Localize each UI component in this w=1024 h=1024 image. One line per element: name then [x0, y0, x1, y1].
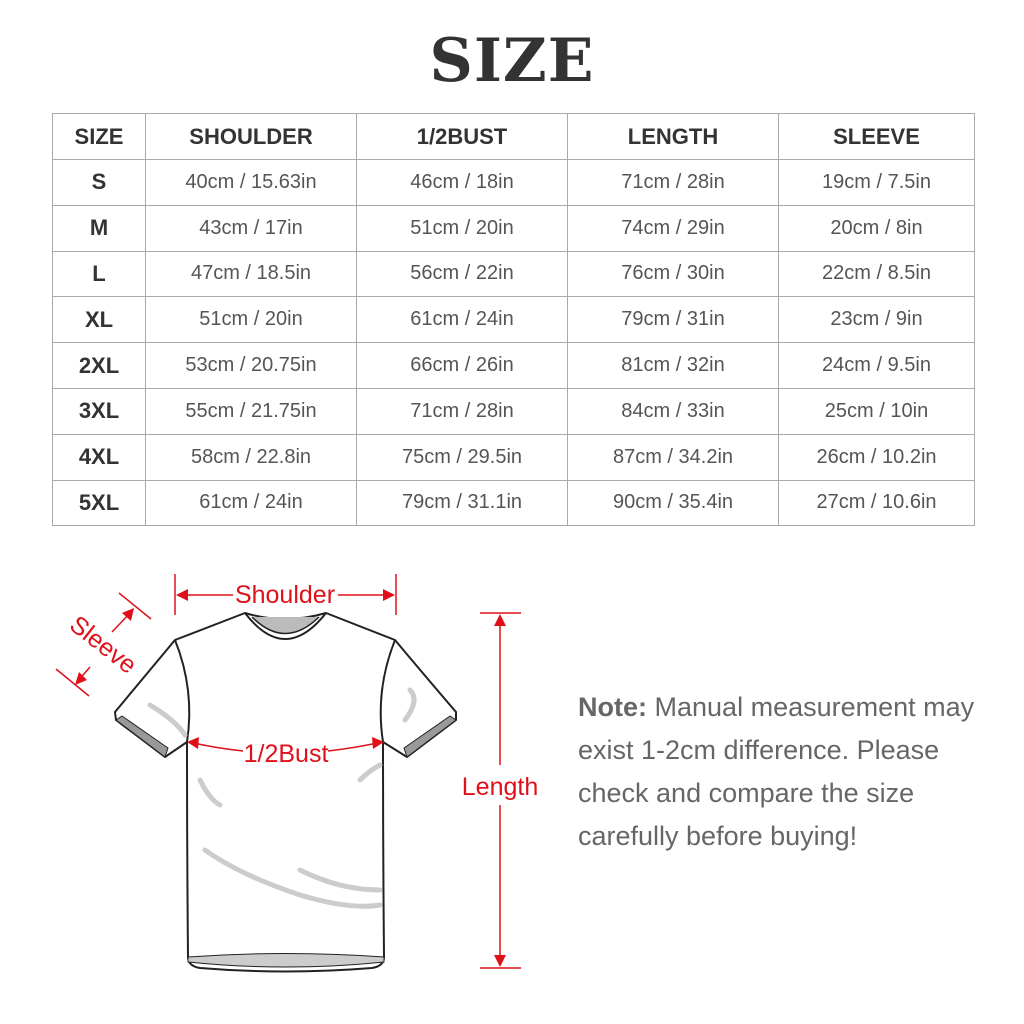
note-label: Note: [578, 692, 647, 722]
measurement-cell: 51cm / 20in [145, 296, 357, 344]
page-title: SIZE [429, 26, 595, 96]
size-cell: XL [52, 296, 146, 344]
measurement-cell: 20cm / 8in [778, 204, 975, 252]
measurement-cell: 22cm / 8.5in [778, 250, 975, 298]
note: Note: Manual measurement may exist 1-2cm… [578, 686, 998, 858]
measurement-cell: 56cm / 22in [356, 250, 568, 298]
table-row: 3XL 55cm / 21.75in 71cm / 28in 84cm / 33in 2… [52, 387, 975, 435]
table-row: 5XL 61cm / 24in 79cm / 31.1in 90cm / 35.4in… [52, 479, 975, 527]
measurement-cell: 71cm / 28in [356, 387, 568, 435]
table-row: 2XL 53cm / 20.75in 66cm / 26in 81cm / 32in 2… [52, 342, 975, 389]
column-header-shoulder: SHOULDER [145, 113, 357, 160]
measurement-cell: 43cm / 17in [145, 204, 357, 252]
measurement-cell: 76cm / 30in [567, 250, 779, 298]
size-cell: 5XL [52, 479, 146, 527]
note-text: Manual measurement may exist 1-2cm diffe… [578, 692, 975, 851]
column-header-1-2bust: 1/2BUST [356, 113, 568, 160]
column-header-sleeve: SLEEVE [778, 113, 975, 160]
measurement-cell: 74cm / 29in [567, 204, 779, 252]
measurement-cell: 61cm / 24in [145, 479, 357, 527]
measurement-cell: 47cm / 18.5in [145, 250, 357, 298]
size-cell: 3XL [52, 387, 146, 435]
measurement-cell: 23cm / 9in [778, 296, 975, 344]
measurement-cell: 90cm / 35.4in [567, 479, 779, 527]
size-table: SIZE SHOULDER 1/2BUST LENGTH SLEEVE S 40cm / … [52, 113, 975, 527]
measurement-cell: 87cm / 34.2in [567, 433, 779, 481]
measurement-cell: 81cm / 32in [567, 342, 779, 389]
length-label: Length [462, 773, 538, 801]
table-row: 4XL 58cm / 22.8in 75cm / 29.5in 87cm / 34.2… [52, 433, 975, 481]
size-cell: S [52, 159, 146, 206]
measurement-cell: 24cm / 9.5in [778, 342, 975, 389]
size-cell: L [52, 250, 146, 298]
measurement-cell: 79cm / 31in [567, 296, 779, 344]
measurement-cell: 66cm / 26in [356, 342, 568, 389]
measurement-cell: 26cm / 10.2in [778, 433, 975, 481]
column-header-length: LENGTH [567, 113, 779, 160]
measurement-cell: 84cm / 33in [567, 387, 779, 435]
table-header-row: SIZE SHOULDER 1/2BUST LENGTH SLEEVE [52, 113, 975, 160]
measurement-cell: 75cm / 29.5in [356, 433, 568, 481]
measurement-cell: 25cm / 10in [778, 387, 975, 435]
measurement-cell: 79cm / 31.1in [356, 479, 568, 527]
column-header-size: SIZE [52, 113, 146, 160]
sleeve-label: Sleeve [64, 610, 141, 679]
measurement-cell: 46cm / 18in [356, 159, 568, 206]
table-row: XL 51cm / 20in 61cm / 24in 79cm / 31in 23cm … [52, 296, 975, 344]
measurement-cell: 27cm / 10.6in [778, 479, 975, 527]
table-row: M 43cm / 17in 51cm / 20in 74cm / 29in 20cm /… [52, 204, 975, 252]
measurement-cell: 55cm / 21.75in [145, 387, 357, 435]
measurement-cell: 51cm / 20in [356, 204, 568, 252]
measurement-cell: 53cm / 20.75in [145, 342, 357, 389]
measurement-cell: 71cm / 28in [567, 159, 779, 206]
measurement-cell: 40cm / 15.63in [145, 159, 357, 206]
table-row: L 47cm / 18.5in 56cm / 22in 76cm / 30in 22cm… [52, 250, 975, 298]
bust-label: 1/2Bust [244, 740, 329, 768]
size-cell: 4XL [52, 433, 146, 481]
measurement-cell: 19cm / 7.5in [778, 159, 975, 206]
measurement-annotations [55, 574, 521, 969]
tshirt-illustration [114, 612, 457, 973]
table-row: S 40cm / 15.63in 46cm / 18in 71cm / 28in 19c… [52, 159, 975, 206]
measurement-cell: 58cm / 22.8in [145, 433, 357, 481]
shoulder-label: Shoulder [235, 581, 335, 609]
